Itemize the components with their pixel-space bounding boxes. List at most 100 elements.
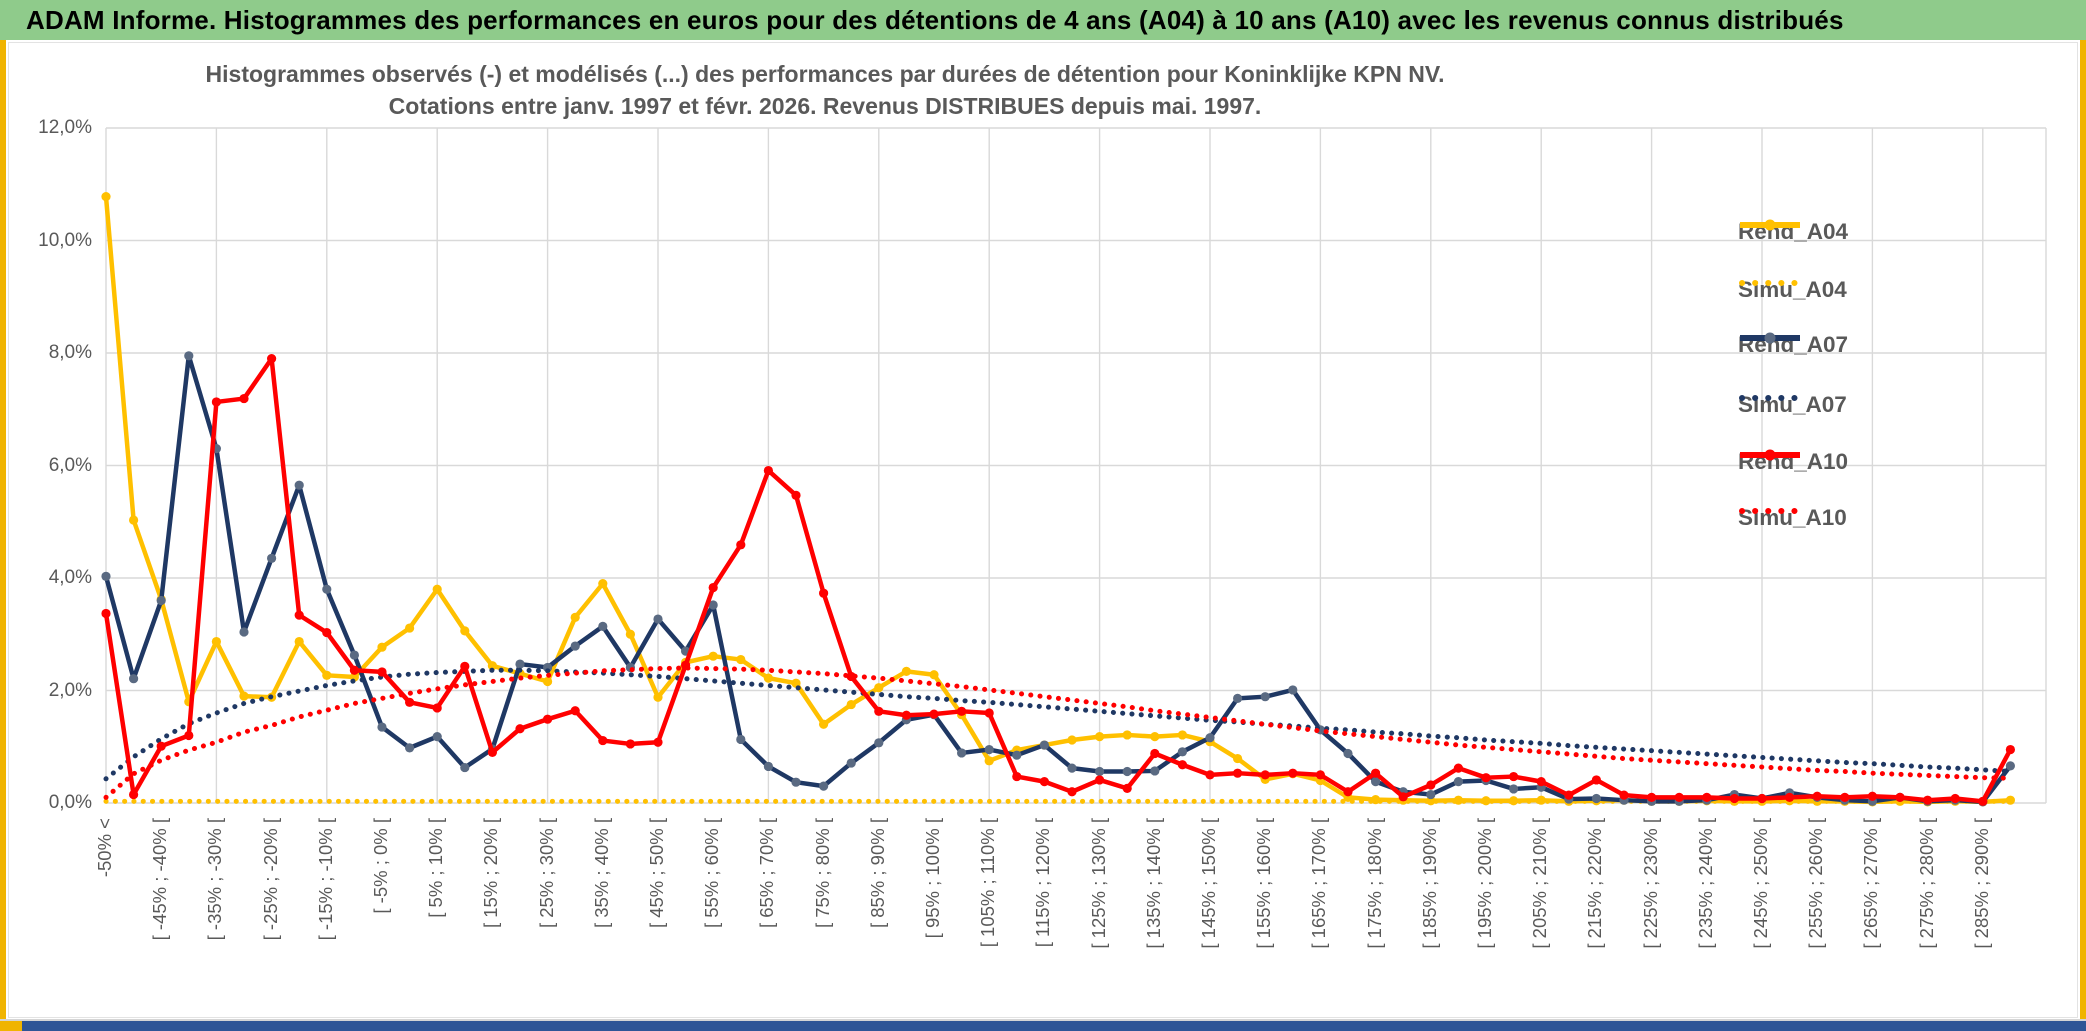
marker-Rend_A04 <box>1233 753 1243 764</box>
legend-item-Rend_A07[interactable]: Rend_A07 <box>1738 330 1848 360</box>
marker-Rend_A04 <box>653 692 663 702</box>
marker-Rend_A07 <box>570 641 580 651</box>
x-axis-label: [ -15% ; -10% [ <box>314 818 336 941</box>
x-axis-label: [ 235% ; 240% [ <box>1694 818 1716 949</box>
marker-Rend_A07 <box>736 734 746 745</box>
marker-Rend_A10 <box>1950 793 1960 804</box>
marker-Rend_A07 <box>239 627 249 637</box>
marker-Rend_A07 <box>653 614 663 624</box>
legend-swatch-Rend_A07 <box>1740 332 1800 344</box>
marker-Rend_A10 <box>1757 793 1767 804</box>
marker-Rend_A07 <box>1205 733 1215 743</box>
x-axis-label: [ 135% ; 140% [ <box>1142 818 1164 949</box>
marker-Rend_A07 <box>708 600 718 610</box>
marker-Rend_A10 <box>625 739 636 749</box>
legend-marker <box>1764 449 1776 461</box>
marker-Rend_A07 <box>515 659 525 669</box>
marker-Rend_A04 <box>294 636 304 647</box>
marker-Rend_A04 <box>543 676 553 687</box>
marker-Rend_A07 <box>1039 740 1049 750</box>
marker-Rend_A10 <box>1095 775 1105 785</box>
x-axis-label: [ 95% ; 100% [ <box>922 818 943 939</box>
legend-swatch-Simu_A07 <box>1739 395 1801 401</box>
footer-divider <box>0 1019 2086 1021</box>
y-axis-label: 10,0% <box>38 229 92 251</box>
marker-Rend_A07 <box>1067 763 1077 773</box>
marker-Rend_A04 <box>846 699 856 710</box>
marker-Rend_A04 <box>460 626 470 636</box>
series-Simu_A07[interactable] <box>103 667 2013 782</box>
marker-Rend_A10 <box>1729 793 1739 804</box>
legend-item-Simu_A04[interactable]: Simu_A04 <box>1738 275 1847 305</box>
series-Rend_A07[interactable] <box>101 351 2015 807</box>
legend-item-Simu_A10[interactable]: Simu_A10 <box>1738 503 1847 533</box>
marker-Rend_A10 <box>708 582 718 593</box>
marker-Rend_A10 <box>2005 744 2015 755</box>
marker-Rend_A10 <box>1343 787 1353 797</box>
legend-marker <box>1764 219 1776 231</box>
marker-Rend_A04 <box>1150 732 1160 742</box>
legend-item-Rend_A04[interactable]: Rend_A04 <box>1738 217 1848 247</box>
marker-Rend_A10 <box>1177 760 1187 770</box>
x-axis-label: [ 215% ; 220% [ <box>1584 818 1606 949</box>
marker-Rend_A10 <box>101 608 111 619</box>
marker-Rend_A07 <box>1591 793 1601 804</box>
line-Rend_A07[interactable] <box>103 353 2013 805</box>
marker-Rend_A04 <box>570 612 580 622</box>
marker-Rend_A10 <box>1039 777 1049 787</box>
x-axis-label: [ 145% ; 150% [ <box>1198 818 1219 949</box>
marker-Rend_A04 <box>1122 730 1132 740</box>
marker-Rend_A04 <box>1067 735 1077 745</box>
marker-Rend_A10 <box>846 671 856 682</box>
marker-Rend_A10 <box>1315 770 1325 780</box>
marker-Rend_A04 <box>239 691 249 701</box>
marker-Rend_A10 <box>1453 763 1463 773</box>
report-title: ADAM Informe. Histogrammes des performan… <box>26 4 1844 35</box>
marker-Rend_A04 <box>432 584 442 594</box>
series-Rend_A04[interactable] <box>101 192 2015 807</box>
legend-item-Simu_A07[interactable]: Simu_A07 <box>1738 390 1847 420</box>
marker-Rend_A10 <box>349 665 359 675</box>
legend-item-Rend_A10[interactable]: Rend_A10 <box>1738 447 1848 477</box>
marker-Rend_A10 <box>1205 770 1215 780</box>
x-axis-label: [ 115% ; 120% [ <box>1032 818 1054 948</box>
legend-swatch-Rend_A10 <box>1740 449 1800 461</box>
x-axis-label: [ 15% ; 20% [ <box>480 818 502 929</box>
x-axis-label: [ 75% ; 80% [ <box>811 818 833 929</box>
marker-Rend_A07 <box>101 571 111 581</box>
line-Simu_A07[interactable] <box>103 667 2013 782</box>
marker-Rend_A07 <box>846 758 856 768</box>
x-axis-label: [ 245% ; 250% [ <box>1750 818 1771 949</box>
line-Rend_A10[interactable] <box>103 356 2013 804</box>
marker-Rend_A10 <box>1012 771 1022 782</box>
legend-marker <box>1764 332 1776 344</box>
series-Rend_A10[interactable] <box>101 354 2015 806</box>
marker-Rend_A07 <box>156 595 166 606</box>
marker-Rend_A04 <box>929 670 939 680</box>
marker-Rend_A07 <box>349 650 359 660</box>
marker-Rend_A10 <box>322 627 332 638</box>
marker-Rend_A07 <box>984 744 994 755</box>
marker-Rend_A07 <box>791 777 801 787</box>
marker-Rend_A10 <box>1647 792 1657 802</box>
marker-Rend_A04 <box>101 192 111 202</box>
y-axis-label: 12,0% <box>38 117 92 138</box>
marker-Rend_A04 <box>598 579 608 589</box>
marker-Rend_A10 <box>1840 792 1850 802</box>
x-axis-label: [ 125% ; 130% [ <box>1087 818 1109 949</box>
marker-Rend_A07 <box>322 584 332 594</box>
marker-Rend_A10 <box>1785 792 1795 802</box>
marker-Rend_A07 <box>1343 748 1353 759</box>
marker-Rend_A04 <box>819 719 829 729</box>
marker-Rend_A10 <box>1288 768 1298 778</box>
x-axis-label: [ 165% ; 170% [ <box>1308 818 1330 949</box>
series-Simu_A10[interactable] <box>103 665 2013 800</box>
marker-Rend_A10 <box>267 354 277 364</box>
line-Rend_A04[interactable] <box>103 196 2011 805</box>
marker-Rend_A07 <box>1260 692 1270 702</box>
marker-Rend_A10 <box>1564 790 1574 800</box>
y-axis-label: 6,0% <box>48 454 92 476</box>
footer-corner-tab <box>0 1021 22 1031</box>
line-Simu_A10[interactable] <box>103 665 2013 800</box>
marker-Rend_A10 <box>432 703 442 713</box>
